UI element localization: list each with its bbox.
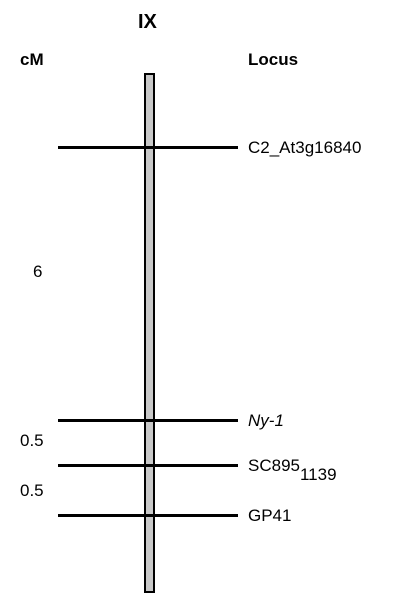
distance-label-3: 0.5 <box>20 481 44 500</box>
locus-column-header: Locus <box>248 50 299 69</box>
chromosome-title: IX <box>138 11 157 33</box>
cm-column-header: cM <box>20 50 44 69</box>
distance-label-1: 6 <box>33 262 43 281</box>
locus-label-ny1: Ny-1 <box>248 411 284 430</box>
locus-label-c2: C2_At3g16840 <box>248 138 362 157</box>
marker-line-c2 <box>58 146 238 149</box>
locus-label-sc895-subscript: 1139 <box>299 465 337 484</box>
marker-line-sc895 <box>58 464 238 467</box>
marker-line-gp41 <box>58 514 238 517</box>
distance-label-2: 0.5 <box>20 431 44 450</box>
locus-label-sc895: SC8951139 <box>248 457 337 483</box>
locus-label-gp41: GP41 <box>248 506 292 525</box>
marker-line-ny1 <box>58 419 238 422</box>
locus-label-sc895-main: SC895 <box>248 456 300 475</box>
